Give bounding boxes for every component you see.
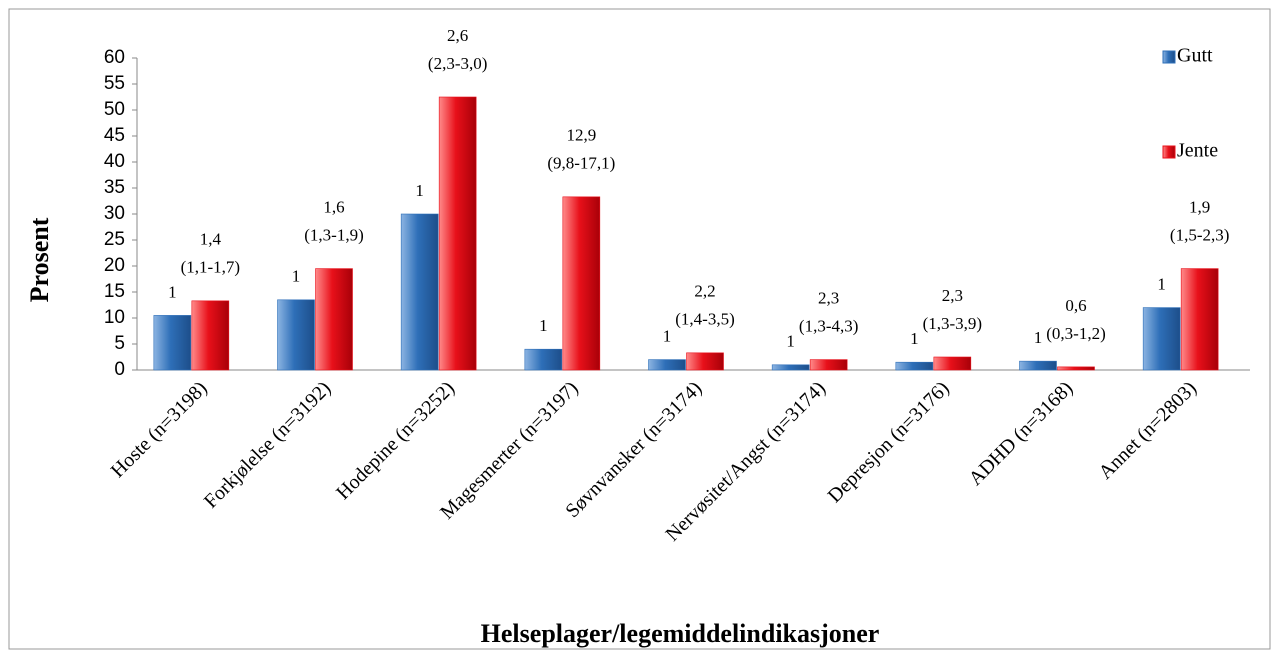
odds-ratio-label: 2,3 xyxy=(942,286,963,305)
x-tick-label: Søvnvansker (n=3174) xyxy=(561,377,706,522)
bar xyxy=(191,300,230,371)
legend-swatch xyxy=(1162,145,1176,159)
odds-ratio-label: 1 xyxy=(663,327,672,346)
bar xyxy=(1180,268,1219,371)
confidence-interval-label: (9,8-17,1) xyxy=(547,154,615,173)
y-tick-label: 50 xyxy=(104,99,125,120)
odds-ratio-label: 1 xyxy=(539,316,548,335)
bar xyxy=(771,364,810,371)
legend-swatch xyxy=(1162,50,1176,64)
confidence-interval-label: (2,3-3,0) xyxy=(428,54,487,73)
confidence-interval-label: (1,3-4,3) xyxy=(799,317,858,336)
y-tick-label: 25 xyxy=(104,229,125,250)
odds-ratio-label: 2,2 xyxy=(694,282,715,301)
bar xyxy=(809,359,848,371)
x-tick-label: Forkjølelse (n=3192) xyxy=(200,377,335,512)
x-tick-label: Magesmerter (n=3197) xyxy=(436,377,582,523)
x-axis-title: Helseplager/legemiddelindikasjoner xyxy=(481,619,880,648)
legend-label: Gutt xyxy=(1177,45,1213,67)
odds-ratio-label: 2,6 xyxy=(447,26,468,45)
x-tick-label: Annet (n=2803) xyxy=(1095,377,1201,483)
confidence-interval-label: (1,3-3,9) xyxy=(923,314,982,333)
x-tick-label: Depresjon (n=3176) xyxy=(824,377,954,507)
bar xyxy=(1057,366,1095,371)
y-axis-title: Prosent xyxy=(25,217,54,302)
bar xyxy=(1142,307,1181,371)
bar xyxy=(315,268,353,371)
y-tick-label: 60 xyxy=(104,47,125,68)
odds-ratio-label: 1 xyxy=(786,332,795,351)
odds-ratio-label: 1,4 xyxy=(200,230,222,249)
bar xyxy=(562,196,601,371)
x-tick-label: Hodepine (n=3252) xyxy=(332,377,459,504)
y-tick-label: 40 xyxy=(104,151,125,172)
odds-ratio-label: 1 xyxy=(1157,275,1166,294)
y-tick-label: 10 xyxy=(104,307,125,328)
y-tick-label: 30 xyxy=(104,203,125,224)
odds-ratio-label: 0,6 xyxy=(1065,296,1086,315)
odds-ratio-label: 2,3 xyxy=(818,289,839,308)
chart-frame xyxy=(8,8,1271,650)
odds-ratio-label: 1 xyxy=(415,181,424,200)
bar xyxy=(933,356,972,371)
odds-ratio-label: 1 xyxy=(910,329,919,348)
odds-ratio-label: 1,9 xyxy=(1189,198,1210,217)
legend-label: Jente xyxy=(1177,140,1218,162)
confidence-interval-label: (0,3-1,2) xyxy=(1046,324,1105,343)
bar xyxy=(400,213,439,371)
y-tick-label: 35 xyxy=(104,177,125,198)
bar xyxy=(648,359,686,371)
bar xyxy=(1019,360,1057,371)
bar xyxy=(438,96,477,371)
bar xyxy=(153,315,192,371)
confidence-interval-label: (1,4-3,5) xyxy=(675,310,734,329)
odds-ratio-label: 1 xyxy=(168,282,177,301)
x-tick-label: Hoste (n=3198) xyxy=(107,377,212,482)
y-tick-label: 15 xyxy=(104,281,125,302)
bar xyxy=(895,361,934,371)
y-tick-label: 20 xyxy=(104,255,125,276)
x-tick-label: ADHD (n=3168) xyxy=(965,377,1078,490)
bar xyxy=(686,352,724,371)
confidence-interval-label: (1,5-2,3) xyxy=(1170,226,1229,245)
y-tick-label: 45 xyxy=(104,125,125,146)
bar xyxy=(277,299,315,371)
y-tick-label: 55 xyxy=(104,73,125,94)
y-tick-label: 0 xyxy=(114,359,125,380)
confidence-interval-label: (1,1-1,7) xyxy=(181,258,240,277)
odds-ratio-label: 12,9 xyxy=(566,126,596,145)
y-tick-label: 5 xyxy=(114,333,125,354)
odds-ratio-label: 1,6 xyxy=(323,198,344,217)
bar xyxy=(524,348,563,371)
odds-ratio-label: 1 xyxy=(1034,328,1043,347)
odds-ratio-label: 1 xyxy=(292,267,301,286)
confidence-interval-label: (1,3-1,9) xyxy=(304,226,363,245)
